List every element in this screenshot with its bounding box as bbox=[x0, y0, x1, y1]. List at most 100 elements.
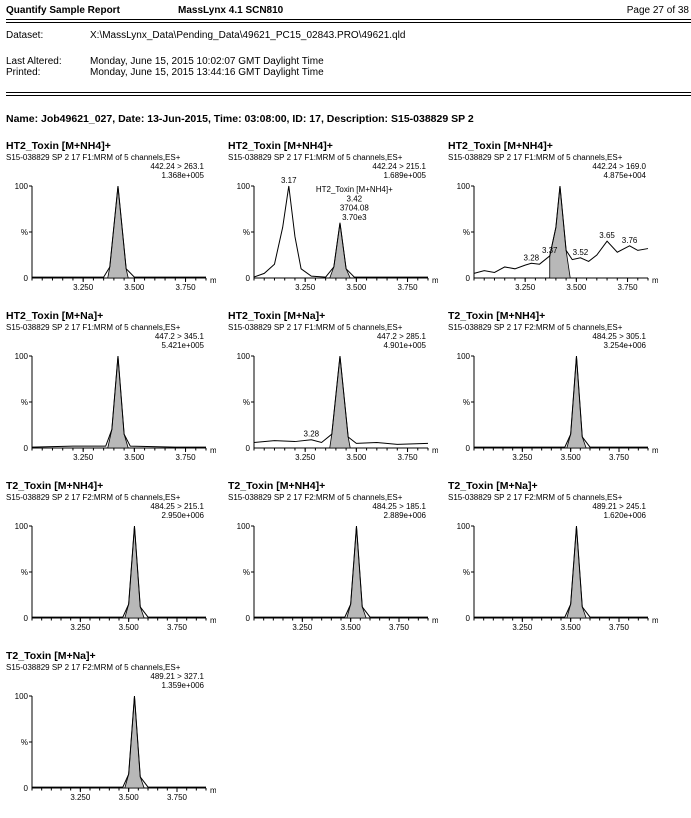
sample-caption: Name: Job49621_027, Date: 13-Jun-2015, T… bbox=[6, 113, 474, 125]
function-line: S15-038829 SP 2 17 F1:MRM of 5 channels,… bbox=[228, 153, 403, 162]
x-tick-label: 3.500 bbox=[346, 283, 367, 292]
dataset-path: X:\MassLynx_Data\Pending_Data\49621_PC15… bbox=[90, 30, 406, 41]
report-title: Quantify Sample Report bbox=[6, 5, 120, 16]
transition-label: 489.21 > 327.1 bbox=[150, 672, 204, 681]
trace-line bbox=[474, 355, 648, 448]
x-tick-label: 3.500 bbox=[346, 453, 367, 462]
x-tick-label: 3.250 bbox=[515, 283, 536, 292]
y-tick-label: 100 bbox=[15, 182, 29, 191]
page-number: Page 27 of 38 bbox=[626, 5, 689, 16]
x-tick-label: 3.750 bbox=[176, 453, 197, 462]
chromatogram-panel: T2_Toxin [M+Na]+ S15-038829 SP 2 17 F2:MR… bbox=[6, 650, 216, 805]
x-tick-label: 3.250 bbox=[292, 623, 313, 632]
transition-label: 484.25 > 215.1 bbox=[150, 502, 204, 511]
x-tick-label: 3.750 bbox=[398, 453, 419, 462]
trace-line bbox=[473, 185, 649, 274]
integrated-peak bbox=[329, 355, 351, 449]
last-altered-label: Last Altered: bbox=[6, 56, 62, 67]
integrated-peak bbox=[107, 185, 129, 279]
chromatogram-panel: HT2_Toxin [M+NH4]+ S15-038829 SP 2 17 F1:… bbox=[6, 140, 216, 295]
x-unit-label: min bbox=[210, 786, 216, 795]
x-tick-label: 3.750 bbox=[389, 623, 410, 632]
peak-annotation: 3.28 bbox=[304, 430, 320, 439]
panel-title: T2_Toxin [M+NH4]+ bbox=[6, 480, 104, 492]
y-tick-label: % bbox=[21, 738, 28, 747]
y-tick-label: % bbox=[21, 568, 28, 577]
transition-label: 447.2 > 285.1 bbox=[376, 332, 426, 341]
y-tick-label: 100 bbox=[457, 352, 471, 361]
integrated-peak bbox=[107, 355, 129, 449]
panel-title: HT2_Toxin [M+NH4]+ bbox=[448, 140, 553, 152]
transition-label: 447.2 > 345.1 bbox=[154, 332, 204, 341]
chromatogram-plot: 100% 0 3.250 3.500 3.750 min bbox=[15, 692, 216, 802]
y-tick-label: 0 bbox=[466, 614, 471, 623]
chromatogram-plot: 100% 0 3.250 3.500 3.750 min bbox=[15, 352, 216, 462]
x-tick-label: 3.750 bbox=[618, 283, 639, 292]
function-line: S15-038829 SP 2 17 F1:MRM of 5 channels,… bbox=[228, 323, 403, 332]
y-tick-label: 0 bbox=[24, 614, 29, 623]
panel-title: T2_Toxin [M+Na]+ bbox=[448, 480, 538, 492]
intensity-label: 3.254e+006 bbox=[603, 341, 647, 350]
dataset-label: Dataset: bbox=[6, 30, 44, 41]
chromatogram-panel: HT2_Toxin [M+NH4]+ S15-038829 SP 2 17 F1:… bbox=[448, 140, 658, 295]
function-line: S15-038829 SP 2 17 F2:MRM of 5 channels,… bbox=[448, 493, 623, 502]
y-tick-label: 0 bbox=[246, 274, 251, 283]
panel-title: T2_Toxin [M+NH4]+ bbox=[228, 480, 326, 492]
chromatogram-plot: 100% 0 3.250 3.500 3.750 min 3.17 HT2_Toxin [M+… bbox=[237, 176, 438, 292]
y-tick-label: 0 bbox=[466, 274, 471, 283]
peak-annotation: 3.42 bbox=[347, 194, 363, 203]
peak-annotation: HT2_Toxin [M+NH4]+ bbox=[316, 185, 393, 194]
last-altered-value: Monday, June 15, 2015 10:02:07 GMT Dayli… bbox=[90, 56, 324, 67]
x-tick-label: 3.750 bbox=[609, 623, 630, 632]
x-unit-label: min bbox=[432, 276, 438, 285]
y-tick-label: 100 bbox=[15, 692, 29, 701]
y-tick-label: 100 bbox=[15, 522, 29, 531]
x-tick-label: 3.750 bbox=[167, 793, 188, 802]
y-tick-label: 100 bbox=[457, 182, 471, 191]
x-tick-label: 3.250 bbox=[512, 453, 533, 462]
header-divider bbox=[6, 19, 691, 23]
x-unit-label: min bbox=[210, 616, 216, 625]
chromatogram-plot: 100% 0 3.250 3.500 3.750 min bbox=[457, 352, 658, 462]
peak-annotation: 3.70e3 bbox=[342, 213, 367, 222]
x-unit-label: min bbox=[432, 616, 438, 625]
transition-label: 489.21 > 245.1 bbox=[592, 502, 646, 511]
integrated-peak bbox=[549, 185, 571, 279]
x-tick-label: 3.750 bbox=[609, 453, 630, 462]
chromatogram-panel: HT2_Toxin [M+Na]+ S15-038829 SP 2 17 F1:M… bbox=[228, 310, 438, 465]
peak-annotation: 3.17 bbox=[281, 176, 297, 185]
intensity-label: 5.421e+005 bbox=[161, 341, 205, 350]
trace-line bbox=[32, 185, 206, 278]
chromatogram-plot: 100% 0 3.250 3.500 3.750 min bbox=[237, 522, 438, 632]
chromatogram-panel: T2_Toxin [M+NH4]+ S15-038829 SP 2 17 F2:M… bbox=[6, 480, 216, 635]
y-tick-label: 100 bbox=[237, 522, 251, 531]
x-tick-label: 3.250 bbox=[295, 283, 316, 292]
x-tick-label: 3.250 bbox=[73, 453, 94, 462]
y-tick-label: % bbox=[463, 568, 470, 577]
integrated-peak bbox=[346, 525, 367, 619]
function-line: S15-038829 SP 2 17 F1:MRM of 5 channels,… bbox=[6, 153, 181, 162]
panel-title: HT2_Toxin [M+NH4]+ bbox=[6, 140, 111, 152]
peak-annotation: 3.76 bbox=[622, 236, 638, 245]
integrated-peak bbox=[566, 525, 587, 619]
integrated-peak bbox=[124, 695, 145, 789]
trace-line bbox=[253, 185, 428, 278]
x-tick-label: 3.250 bbox=[512, 623, 533, 632]
panel-title: HT2_Toxin [M+Na]+ bbox=[6, 310, 104, 322]
trace-line bbox=[32, 695, 206, 788]
integrated-peak bbox=[566, 355, 587, 449]
intensity-label: 4.901e+005 bbox=[383, 341, 427, 350]
trace-line bbox=[32, 525, 206, 618]
chromatogram-panel: T2_Toxin [M+NH4]+ S15-038829 SP 2 17 F2:M… bbox=[228, 480, 438, 635]
y-tick-label: 0 bbox=[246, 444, 251, 453]
trace-line bbox=[254, 525, 428, 618]
x-tick-label: 3.500 bbox=[561, 453, 582, 462]
y-tick-label: % bbox=[463, 228, 470, 237]
intensity-label: 2.889e+006 bbox=[383, 511, 427, 520]
x-tick-label: 3.250 bbox=[73, 283, 94, 292]
x-unit-label: min bbox=[210, 276, 216, 285]
transition-label: 442.24 > 263.1 bbox=[150, 162, 204, 171]
x-tick-label: 3.750 bbox=[176, 283, 197, 292]
peak-annotation: 3.65 bbox=[599, 231, 615, 240]
y-tick-label: % bbox=[21, 398, 28, 407]
